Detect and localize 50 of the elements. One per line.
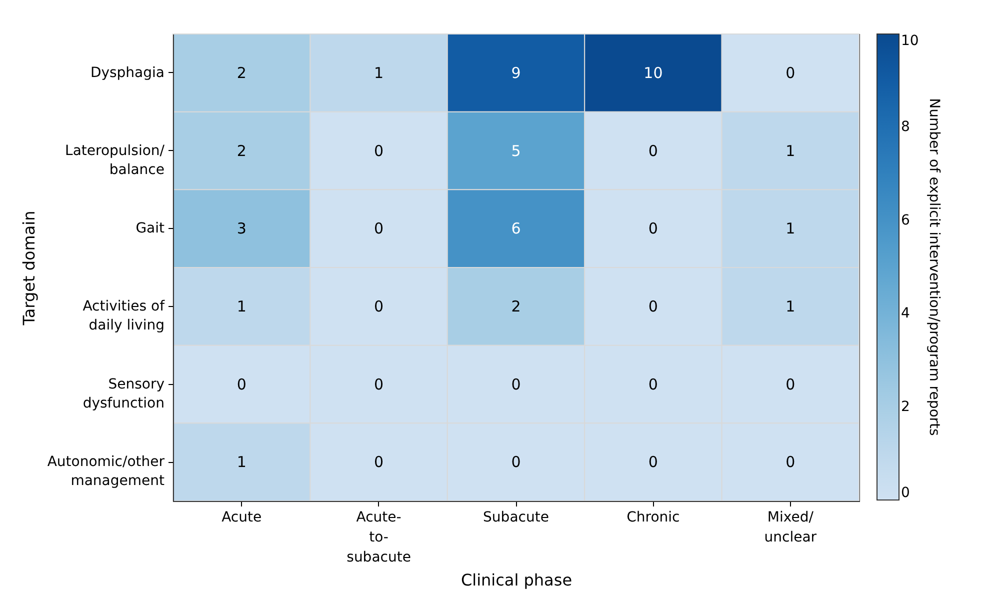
data-label: 1: [786, 220, 796, 238]
data-label: 2: [236, 64, 246, 82]
data-label: 1: [786, 142, 796, 160]
data-label: 0: [786, 453, 796, 472]
data-label: 0: [786, 375, 796, 394]
data-label: 0: [648, 220, 658, 238]
y-tick-label: Dysphagia: [90, 64, 164, 81]
data-label: 0: [374, 297, 384, 316]
data-label: 0: [648, 297, 658, 316]
color-bar-title: Number of explicit intervention/program reports: [926, 98, 942, 436]
data-label: 1: [236, 297, 246, 316]
data-label: 0: [648, 375, 658, 394]
x-tick-label: Chronic: [626, 510, 680, 526]
data-label: 0: [374, 220, 384, 238]
color-bar-label: 6: [901, 212, 910, 228]
data-label: 1: [374, 64, 384, 82]
x-tick-label: Acute- to- subacute: [346, 510, 411, 566]
x-axis-title: Clinical phase: [460, 570, 572, 590]
y-axis-title: Target domain: [19, 210, 38, 326]
data-label: 0: [511, 453, 521, 472]
x-tick-label: Mixed/ unclear: [764, 510, 817, 546]
data-label: 0: [374, 453, 384, 472]
data-label: 0: [648, 142, 658, 160]
y-tick-label: Activities of daily living: [82, 298, 166, 334]
data-label: 1: [236, 453, 246, 472]
y-tick-label: Sensory dysfunction: [82, 376, 164, 412]
data-label: 1: [786, 297, 796, 316]
color-bar-label: 2: [901, 398, 910, 415]
color-bar-label: 8: [901, 119, 910, 136]
data-label: 2: [511, 297, 521, 316]
x-tick-label: Acute: [222, 510, 262, 526]
color-bar-label: 10: [901, 33, 919, 49]
data-label: 3: [236, 220, 246, 238]
data-label: 0: [374, 142, 384, 160]
data-label: 5: [511, 142, 521, 160]
x-tick-label: Subacute: [483, 510, 549, 526]
y-tick-label: Autonomic/other management: [47, 454, 165, 490]
data-label: 6: [511, 220, 521, 238]
data-label: 10: [644, 64, 663, 82]
y-tick-label: Lateropulsion/ balance: [65, 142, 165, 178]
data-label: 0: [511, 375, 521, 394]
data-label: 9: [511, 64, 521, 82]
color-bar-label: 0: [901, 485, 910, 501]
data-label: 0: [648, 453, 658, 472]
data-label: 0: [374, 375, 384, 394]
color-bar-label: 4: [901, 306, 910, 322]
data-label: 0: [786, 64, 796, 82]
y-tick-label: Gait: [136, 220, 166, 237]
data-label: 0: [236, 375, 246, 394]
data-label: 2: [236, 142, 246, 160]
